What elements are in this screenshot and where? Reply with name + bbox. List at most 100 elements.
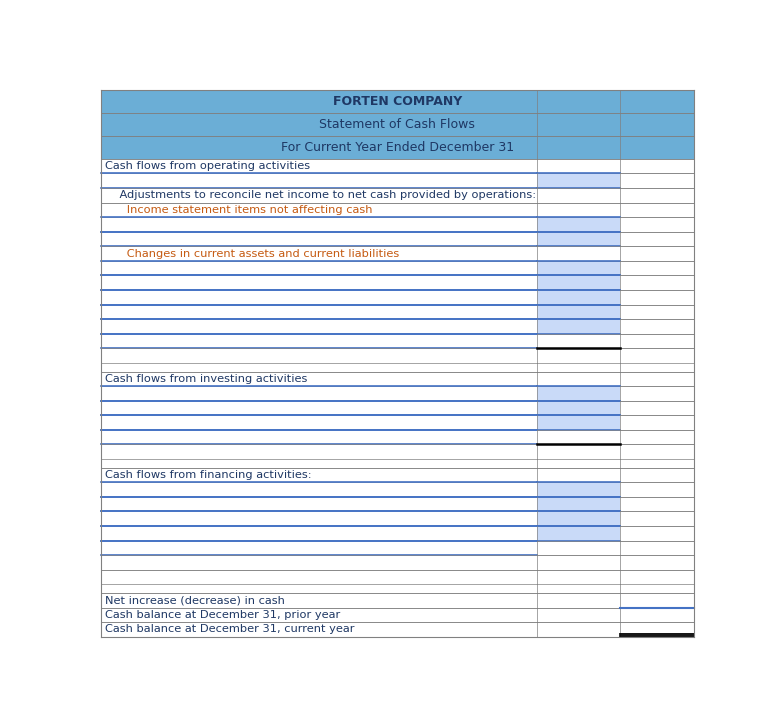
Text: Statement of Cash Flows: Statement of Cash Flows — [319, 118, 475, 131]
Bar — [101, 569, 536, 584]
Bar — [101, 526, 536, 541]
Bar — [536, 497, 619, 511]
Bar — [619, 276, 694, 290]
Bar — [536, 246, 619, 261]
Bar — [101, 334, 536, 348]
Bar — [536, 202, 619, 217]
Bar — [536, 622, 619, 637]
Bar — [101, 430, 536, 444]
Bar — [101, 304, 536, 319]
Bar — [619, 372, 694, 386]
Bar — [619, 607, 694, 622]
Bar — [536, 334, 619, 348]
Bar — [536, 261, 619, 276]
Bar — [619, 584, 694, 593]
Bar — [101, 511, 536, 526]
Bar — [619, 290, 694, 304]
Bar — [619, 555, 694, 569]
Bar — [101, 202, 536, 217]
Bar — [536, 607, 619, 622]
Bar — [101, 90, 694, 113]
Bar — [619, 593, 694, 607]
Bar — [101, 232, 536, 246]
Text: For Current Year Ended December 31: For Current Year Ended December 31 — [281, 141, 514, 154]
Bar — [536, 459, 619, 467]
Bar — [619, 363, 694, 372]
Bar — [536, 555, 619, 569]
Bar — [101, 113, 694, 136]
Bar — [536, 415, 619, 430]
Bar — [101, 319, 536, 334]
Bar — [536, 174, 619, 188]
Bar — [536, 304, 619, 319]
Bar — [536, 276, 619, 290]
Bar — [536, 467, 619, 482]
Bar — [536, 290, 619, 304]
Bar — [619, 497, 694, 511]
Bar — [619, 526, 694, 541]
Bar — [536, 319, 619, 334]
Bar — [536, 541, 619, 555]
Bar — [536, 482, 619, 497]
Bar — [101, 444, 536, 459]
Bar — [619, 430, 694, 444]
Bar — [619, 444, 694, 459]
Bar — [101, 593, 536, 607]
Bar — [536, 584, 619, 593]
Text: Cash flows from investing activities: Cash flows from investing activities — [105, 374, 307, 384]
Bar — [101, 348, 536, 363]
Bar — [101, 541, 536, 555]
Bar — [101, 482, 536, 497]
Bar — [101, 584, 536, 593]
Bar — [101, 622, 536, 637]
Bar — [619, 482, 694, 497]
Bar — [619, 246, 694, 261]
Text: Income statement items not affecting cash: Income statement items not affecting cas… — [105, 205, 372, 215]
Bar — [619, 541, 694, 555]
Bar — [101, 386, 536, 401]
Bar — [101, 467, 536, 482]
Bar — [619, 202, 694, 217]
Bar — [619, 319, 694, 334]
Bar — [619, 217, 694, 232]
Bar — [101, 372, 536, 386]
Bar — [101, 401, 536, 415]
Bar — [536, 569, 619, 584]
Bar — [101, 188, 536, 202]
Bar — [101, 459, 536, 467]
Bar — [536, 386, 619, 401]
Bar — [536, 444, 619, 459]
Bar — [619, 401, 694, 415]
Text: Changes in current assets and current liabilities: Changes in current assets and current li… — [105, 248, 399, 258]
Bar — [619, 348, 694, 363]
Bar — [536, 372, 619, 386]
Bar — [101, 276, 536, 290]
Bar — [619, 159, 694, 174]
Bar — [101, 363, 536, 372]
Bar — [536, 526, 619, 541]
Bar — [619, 511, 694, 526]
Bar — [101, 174, 536, 188]
Bar — [536, 511, 619, 526]
Bar — [619, 334, 694, 348]
Bar — [619, 622, 694, 637]
Bar — [536, 430, 619, 444]
Bar — [536, 217, 619, 232]
Bar — [101, 497, 536, 511]
Bar — [536, 159, 619, 174]
Bar — [536, 232, 619, 246]
Bar — [619, 386, 694, 401]
Bar — [536, 401, 619, 415]
Bar — [619, 174, 694, 188]
Bar — [619, 415, 694, 430]
Bar — [619, 569, 694, 584]
Bar — [619, 304, 694, 319]
Bar — [101, 290, 536, 304]
Bar — [536, 348, 619, 363]
Bar — [619, 232, 694, 246]
Bar — [536, 593, 619, 607]
Text: Cash flows from financing activities:: Cash flows from financing activities: — [105, 470, 312, 480]
Bar — [536, 188, 619, 202]
Text: FORTEN COMPANY: FORTEN COMPANY — [332, 95, 462, 108]
Bar — [101, 261, 536, 276]
